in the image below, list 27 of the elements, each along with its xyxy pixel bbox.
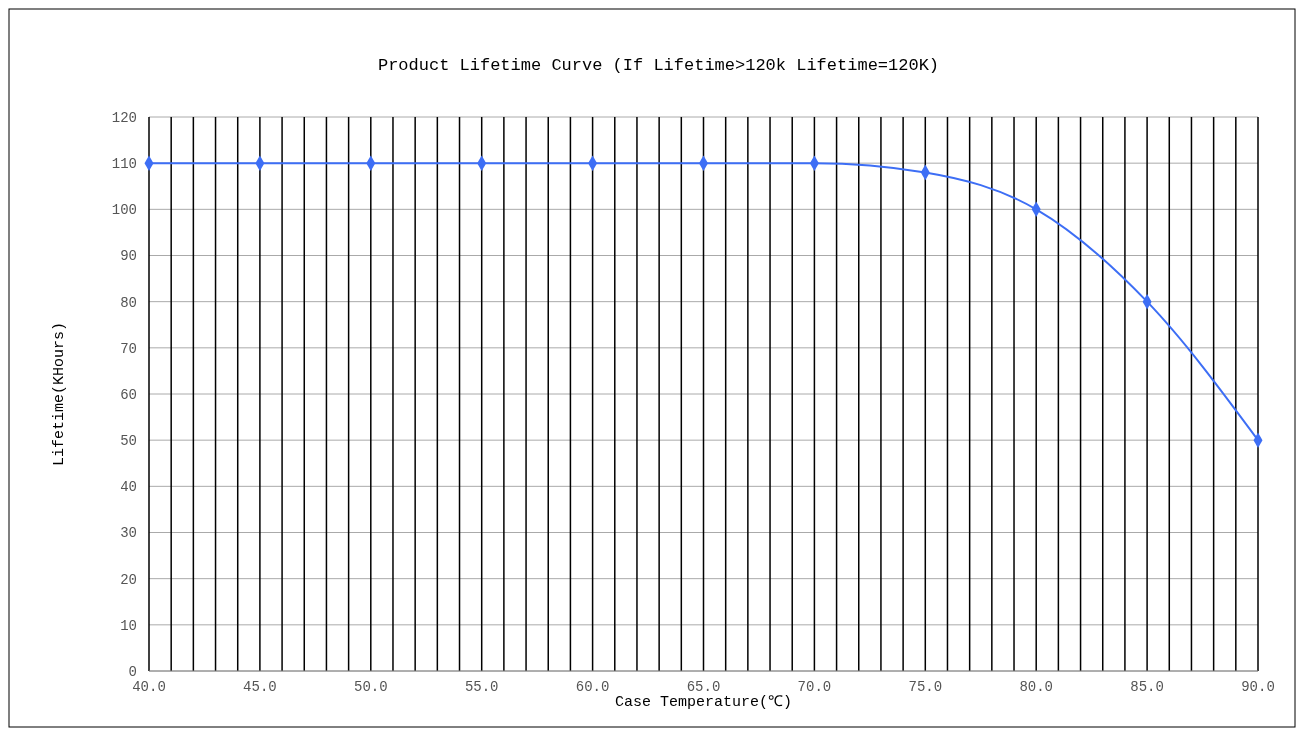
x-tick-label: 40.0 xyxy=(132,679,166,695)
chart-title: Product Lifetime Curve (If Lifetime>120k Lifetime=120K) xyxy=(377,56,940,75)
y-tick-label: 50 xyxy=(120,433,137,450)
y-tick-label: 70 xyxy=(120,340,137,357)
y-axis-title: Lifetime(KHours) xyxy=(51,321,68,467)
x-tick-label: 70.0 xyxy=(797,679,832,695)
x-tick-label: 90.0 xyxy=(1241,679,1275,695)
y-tick-label: 30 xyxy=(120,525,137,542)
x-tick-label: 45.0 xyxy=(243,679,277,695)
y-tick-label: 0 xyxy=(128,663,137,680)
x-tick-label: 75.0 xyxy=(908,679,943,695)
y-tick-label: 100 xyxy=(111,202,137,219)
x-axis-title: Case Temperature(℃) xyxy=(614,694,793,711)
x-tick-label: 60.0 xyxy=(575,679,610,695)
y-tick-label: 60 xyxy=(120,386,137,403)
y-tick-label: 40 xyxy=(120,479,137,496)
y-tick-label: 120 xyxy=(111,109,137,126)
x-tick-label: 50.0 xyxy=(354,679,388,695)
x-tick-label: 65.0 xyxy=(686,679,721,695)
x-tick-label: 80.0 xyxy=(1019,679,1053,695)
x-tick-label: 85.0 xyxy=(1130,679,1164,695)
y-tick-label: 110 xyxy=(111,156,137,173)
y-tick-label: 10 xyxy=(120,617,137,634)
y-tick-label: 80 xyxy=(120,294,137,311)
y-tick-label: 90 xyxy=(120,248,137,265)
y-tick-label: 20 xyxy=(120,571,137,588)
x-tick-label: 55.0 xyxy=(464,679,499,695)
